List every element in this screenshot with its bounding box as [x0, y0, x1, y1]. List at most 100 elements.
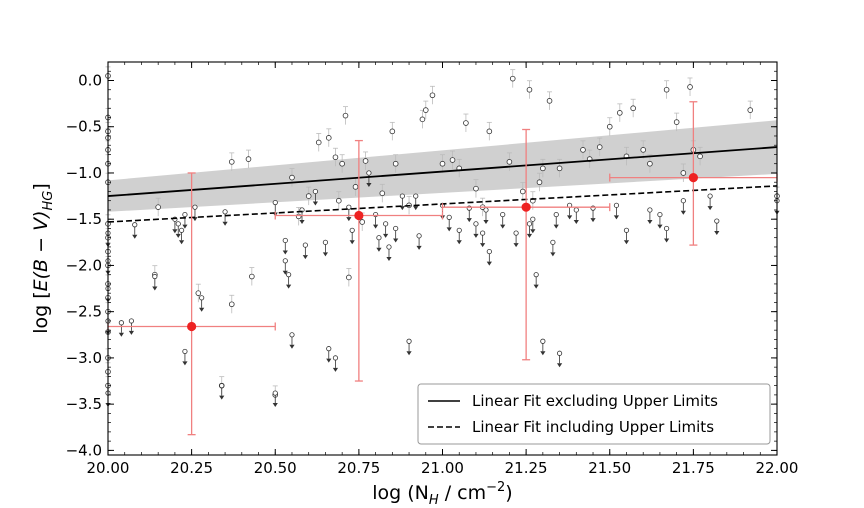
detection-point — [359, 219, 366, 225]
upper-limit-arrow — [182, 361, 188, 366]
fit-line-excluding — [107, 146, 778, 197]
upper-limit-point — [530, 216, 536, 222]
y-tick-label: −4.0 — [66, 441, 102, 459]
upper-limit-arrow — [289, 344, 295, 349]
upper-limit-arrow — [182, 224, 188, 229]
upper-limit-point — [550, 239, 556, 245]
upper-limit-arrow — [553, 224, 559, 229]
upper-limit-arrow — [302, 255, 308, 260]
detection-point — [336, 197, 342, 204]
upper-limit-point — [613, 202, 620, 208]
upper-limit-arrow — [466, 218, 472, 223]
upper-limit-point — [480, 230, 486, 236]
detection-point — [640, 147, 646, 153]
upper-limit-arrow — [376, 247, 382, 252]
detection-point — [315, 139, 322, 146]
upper-limit-arrow — [530, 229, 536, 234]
upper-limit-arrow — [613, 215, 620, 220]
x-tick-label: 20.50 — [254, 459, 297, 477]
upper-limit-point — [302, 242, 308, 248]
upper-limit-arrow — [480, 243, 486, 248]
upper-limit-arrow — [346, 217, 352, 222]
x-tick-label: 20.00 — [87, 459, 130, 477]
upper-limit-arrow — [175, 233, 181, 238]
detection-point — [332, 154, 339, 161]
upper-limit-arrow — [386, 256, 392, 261]
upper-limit-arrow — [222, 221, 228, 226]
detection-point — [429, 92, 436, 99]
detection-point — [506, 159, 513, 165]
upper-limit-point — [312, 188, 318, 195]
upper-limit-arrow — [406, 351, 412, 356]
detection-point — [362, 158, 369, 164]
upper-limit-arrow — [573, 219, 579, 224]
upper-limit-point — [556, 350, 563, 356]
upper-limit-point — [366, 170, 372, 176]
upper-limit-point — [322, 239, 329, 245]
detection-point — [486, 128, 493, 135]
detection-point — [663, 86, 670, 93]
upper-limit-point — [132, 222, 138, 228]
detection-point — [526, 86, 533, 93]
upper-limit-point — [386, 244, 392, 250]
upper-limit-arrow — [533, 284, 539, 289]
upper-limit-point — [399, 193, 405, 199]
upper-limit-arrow — [567, 215, 573, 220]
upper-limit-arrow — [128, 330, 135, 335]
detection-point — [228, 159, 235, 165]
upper-limit-arrow — [486, 261, 492, 266]
upper-limit-arrow — [664, 238, 670, 243]
upper-limit-arrow — [446, 227, 452, 232]
detection-point — [305, 193, 312, 199]
upper-limit-point — [714, 218, 720, 224]
upper-limit-point — [219, 383, 225, 389]
detection-point — [295, 213, 302, 220]
detection-point — [596, 144, 603, 150]
upper-limit-point — [272, 199, 278, 206]
detection-point — [687, 84, 693, 90]
point-errorbar-layer — [105, 66, 780, 404]
upper-limit-point — [553, 211, 559, 218]
upper-limit-point — [192, 204, 198, 210]
upper-limit-point — [533, 272, 539, 278]
upper-limit-arrow — [680, 210, 686, 215]
upper-limit-point — [286, 272, 292, 278]
legend-entry-excluding: Linear Fit excluding Upper Limits — [472, 392, 718, 410]
detection-point — [540, 165, 546, 172]
upper-limit-point — [118, 320, 124, 326]
upper-limit-arrow — [540, 351, 546, 356]
upper-limit-arrow — [282, 250, 288, 255]
upper-limit-point — [182, 211, 188, 218]
upper-limit-arrow — [416, 245, 422, 250]
upper-limit-arrow — [312, 201, 318, 206]
upper-limit-point — [526, 221, 533, 227]
upper-limit-point — [446, 214, 452, 220]
upper-limit-point — [349, 227, 355, 233]
upper-limit-arrow — [178, 240, 185, 245]
upper-limit-point — [707, 193, 713, 199]
upper-limit-arrow — [192, 217, 198, 222]
detection-point — [449, 157, 456, 163]
upper-limit-point — [486, 248, 492, 255]
x-tick-label: 21.00 — [421, 459, 464, 477]
binned-mean-point — [187, 321, 197, 332]
upper-limit-arrow — [366, 182, 372, 187]
upper-limit-point — [413, 193, 419, 199]
upper-limit-arrow — [152, 286, 158, 291]
y-tick-label: 0.0 — [78, 71, 102, 89]
detection-point — [647, 160, 653, 167]
detection-point — [680, 170, 687, 176]
upper-limit-point — [456, 227, 462, 233]
upper-limit-point — [406, 338, 412, 344]
upper-limit-arrow — [172, 229, 178, 234]
detection-point — [463, 120, 469, 126]
upper-limit-arrow — [714, 231, 720, 236]
upper-limit-arrow — [413, 206, 419, 211]
upper-limit-arrow — [399, 206, 405, 211]
upper-limit-arrow — [590, 218, 596, 223]
upper-limit-point — [282, 258, 288, 264]
detection-point — [630, 105, 636, 112]
upper-limit-arrow — [322, 252, 329, 257]
upper-limit-arrow — [286, 284, 292, 289]
upper-limit-point — [680, 198, 686, 204]
